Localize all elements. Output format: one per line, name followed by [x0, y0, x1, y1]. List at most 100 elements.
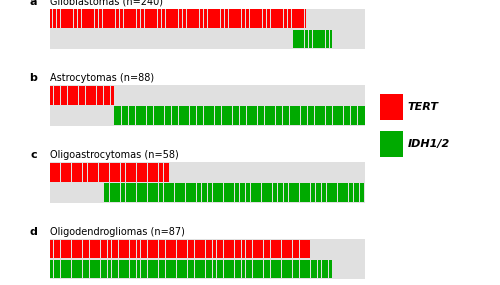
- Bar: [307, 240, 310, 258]
- Bar: [296, 260, 300, 278]
- Bar: [68, 240, 71, 258]
- Bar: [230, 9, 231, 28]
- Bar: [94, 9, 96, 28]
- Bar: [268, 9, 269, 28]
- Bar: [164, 163, 169, 182]
- Bar: [144, 9, 146, 28]
- Bar: [282, 106, 286, 125]
- Bar: [130, 9, 131, 28]
- Bar: [105, 9, 106, 28]
- Bar: [196, 9, 197, 28]
- Bar: [206, 9, 208, 28]
- Bar: [122, 260, 126, 278]
- Bar: [322, 30, 323, 48]
- Bar: [327, 183, 332, 202]
- Bar: [278, 9, 280, 28]
- Bar: [312, 106, 314, 125]
- Bar: [271, 240, 274, 258]
- Bar: [370, 183, 375, 202]
- Bar: [50, 9, 51, 28]
- Bar: [148, 183, 152, 202]
- Bar: [240, 183, 245, 202]
- Bar: [308, 30, 310, 48]
- Bar: [329, 106, 332, 125]
- Bar: [76, 260, 78, 278]
- Bar: [166, 260, 169, 278]
- Bar: [232, 9, 234, 28]
- Bar: [300, 183, 304, 202]
- Bar: [170, 260, 172, 278]
- Bar: [60, 9, 62, 28]
- Bar: [59, 9, 60, 28]
- Text: d: d: [30, 227, 38, 237]
- Bar: [365, 183, 370, 202]
- Bar: [155, 9, 156, 28]
- Bar: [214, 9, 215, 28]
- Bar: [96, 86, 100, 105]
- Bar: [308, 106, 311, 125]
- Bar: [94, 260, 96, 278]
- Bar: [108, 86, 110, 105]
- Bar: [213, 9, 214, 28]
- Bar: [315, 106, 318, 125]
- Bar: [186, 183, 190, 202]
- Bar: [226, 9, 227, 28]
- Bar: [228, 240, 230, 258]
- Bar: [347, 106, 350, 125]
- Bar: [68, 86, 71, 105]
- Bar: [248, 9, 250, 28]
- Bar: [224, 183, 228, 202]
- Bar: [252, 9, 254, 28]
- Bar: [304, 260, 306, 278]
- Bar: [78, 86, 82, 105]
- Bar: [134, 260, 136, 278]
- Bar: [132, 9, 134, 28]
- Bar: [82, 260, 86, 278]
- Bar: [323, 30, 324, 48]
- Bar: [193, 9, 194, 28]
- Bar: [289, 9, 290, 28]
- Bar: [271, 260, 274, 278]
- Bar: [210, 9, 212, 28]
- Bar: [62, 9, 63, 28]
- Bar: [54, 260, 57, 278]
- Bar: [247, 106, 250, 125]
- Bar: [220, 240, 224, 258]
- Text: c: c: [31, 150, 38, 160]
- Bar: [258, 106, 261, 125]
- Bar: [213, 183, 218, 202]
- Bar: [260, 240, 263, 258]
- Bar: [333, 106, 336, 125]
- Bar: [104, 163, 109, 182]
- Bar: [249, 260, 252, 278]
- Bar: [79, 240, 82, 258]
- Bar: [64, 260, 68, 278]
- Bar: [182, 106, 186, 125]
- Bar: [240, 9, 242, 28]
- Bar: [101, 9, 102, 28]
- Bar: [132, 106, 136, 125]
- Bar: [264, 260, 267, 278]
- Bar: [280, 9, 281, 28]
- Bar: [176, 240, 180, 258]
- Bar: [55, 9, 56, 28]
- Bar: [156, 9, 158, 28]
- Bar: [310, 30, 311, 48]
- Bar: [50, 260, 53, 278]
- Bar: [64, 86, 68, 105]
- Bar: [71, 9, 72, 28]
- Bar: [175, 183, 180, 202]
- Bar: [190, 9, 192, 28]
- Bar: [273, 9, 274, 28]
- Text: TERT: TERT: [408, 102, 438, 112]
- Bar: [109, 9, 110, 28]
- Bar: [300, 9, 302, 28]
- Bar: [243, 9, 244, 28]
- Bar: [300, 106, 304, 125]
- Bar: [158, 106, 160, 125]
- Bar: [244, 9, 246, 28]
- Bar: [154, 106, 157, 125]
- Bar: [72, 163, 76, 182]
- Bar: [231, 240, 234, 258]
- Bar: [208, 183, 212, 202]
